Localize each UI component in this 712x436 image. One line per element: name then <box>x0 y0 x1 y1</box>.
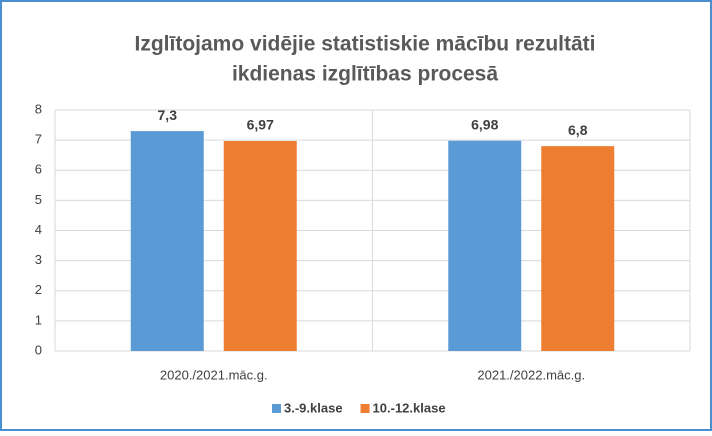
y-tick-label: 6 <box>35 162 42 177</box>
y-tick-label: 3 <box>35 252 42 267</box>
chart-title: Izglītojamo vidējie statistiskie mācību … <box>135 33 596 56</box>
bar <box>541 146 615 351</box>
data-label: 7,3 <box>158 107 178 123</box>
legend-swatch <box>360 404 370 413</box>
chart-title: ikdienas izglītības procesā <box>232 63 498 86</box>
y-tick-label: 0 <box>35 342 42 357</box>
y-tick-label: 5 <box>35 192 42 207</box>
y-tick-label: 8 <box>35 101 42 116</box>
legend-swatch <box>272 404 281 413</box>
y-tick-label: 7 <box>35 132 42 147</box>
data-label: 6,97 <box>247 117 274 133</box>
x-tick-label: 2021./2022.māc.g. <box>477 367 585 382</box>
bar <box>448 140 522 351</box>
legend-label: 3.-9.klase <box>284 400 343 415</box>
data-label: 6,98 <box>471 116 498 132</box>
data-label: 6,8 <box>568 122 588 138</box>
y-tick-label: 4 <box>35 222 42 237</box>
legend-label: 10.-12.klase <box>373 400 446 415</box>
y-tick-label: 1 <box>35 312 42 327</box>
bar <box>223 141 297 351</box>
y-tick-label: 2 <box>35 282 42 297</box>
x-tick-label: 2020./2021.māc.g. <box>160 367 268 382</box>
bar <box>130 131 204 351</box>
